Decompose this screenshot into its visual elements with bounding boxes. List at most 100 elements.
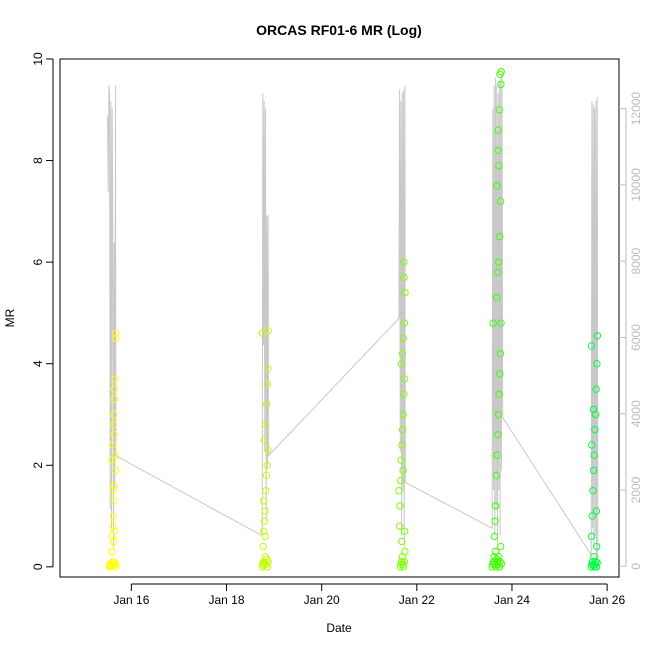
mr-point — [264, 558, 272, 566]
y-tick-label: 6 — [31, 258, 45, 265]
mr-point — [495, 106, 503, 114]
x-tick-label: Jan 16 — [113, 593, 149, 607]
mr-point — [398, 349, 407, 358]
mr-point — [493, 182, 501, 190]
mr-point — [260, 436, 269, 444]
mr-point — [593, 332, 602, 340]
mr-point — [495, 161, 503, 170]
mr-point — [109, 420, 118, 429]
mr-point — [497, 560, 506, 568]
y-tick-label: 4 — [31, 360, 45, 367]
y-tick-label: 0 — [31, 563, 45, 570]
y-tick-label: 10 — [31, 52, 45, 66]
mr-point — [396, 476, 405, 485]
mr-point — [401, 527, 409, 535]
mr-point — [111, 451, 120, 459]
mr-point — [589, 405, 598, 414]
mr-point — [399, 563, 408, 571]
mr-point — [259, 542, 267, 551]
mr-point — [109, 522, 117, 530]
mr-point — [494, 431, 502, 439]
mr-point — [497, 542, 505, 551]
x-axis-label: Date — [326, 621, 352, 635]
plot-frame — [59, 58, 620, 578]
mr-point — [263, 380, 272, 388]
mr-point — [264, 365, 272, 373]
mr-point — [590, 552, 598, 561]
mr-point — [497, 80, 505, 89]
x-tick-label: Jan 18 — [208, 593, 244, 607]
x-tick-label: Jan 26 — [589, 593, 625, 607]
mr-point — [112, 560, 120, 568]
mr-point — [110, 481, 118, 490]
mr-point — [593, 360, 601, 368]
mr-point — [111, 563, 120, 571]
axes-layer: 0 2 4 6 8 10 0 2000 4000 6000 8000 10000 12000 Jan 16… — [31, 52, 643, 607]
y-tick-label: 8 — [31, 157, 45, 164]
mr-point — [494, 126, 502, 134]
mr-point — [109, 537, 118, 546]
mr-point — [262, 471, 271, 480]
mr-point — [260, 517, 269, 525]
mr-point — [400, 558, 408, 566]
mr-point — [109, 512, 117, 520]
mr-point — [110, 410, 118, 419]
y2-tick-label: 10000 — [629, 168, 643, 202]
mr-point — [109, 441, 117, 449]
x-tick-label: Jan 22 — [399, 593, 435, 607]
mr-point — [395, 522, 404, 530]
mr-point — [495, 552, 503, 561]
mr-point — [589, 466, 598, 475]
x-tick-label: Jan 24 — [494, 593, 530, 607]
y2-tick-label: 12000 — [629, 92, 643, 126]
mr-point — [395, 486, 403, 495]
mr-point — [496, 197, 505, 205]
mr-point — [588, 441, 596, 449]
mr-point — [491, 517, 499, 525]
mr-point — [110, 497, 118, 505]
mr-point — [263, 461, 271, 469]
mr-point — [592, 507, 601, 515]
mr-point — [490, 532, 499, 541]
mr-point — [397, 456, 405, 464]
mr-point — [592, 558, 600, 566]
chart-title: ORCAS RF01-6 MR (Log) — [256, 22, 422, 38]
mr-point — [264, 327, 272, 335]
mr-point — [493, 451, 501, 459]
mr-point — [261, 507, 269, 515]
mr-point — [399, 466, 407, 475]
mr-point — [261, 532, 269, 541]
mr-point — [492, 502, 500, 510]
mr-point — [109, 486, 117, 495]
mr-point — [399, 410, 407, 419]
y2-tick-label: 8000 — [629, 247, 643, 274]
mr-point — [588, 558, 597, 566]
mr-point — [497, 319, 505, 327]
mr-point — [496, 558, 504, 566]
y2-tick-label: 6000 — [629, 324, 643, 351]
mr-point — [400, 319, 409, 327]
mr-point — [492, 471, 501, 480]
mr-point — [398, 441, 406, 449]
mr-point — [592, 385, 600, 393]
mr-point — [262, 486, 270, 495]
mr-point — [593, 542, 601, 551]
mr-point — [108, 547, 116, 556]
mr-point — [263, 563, 272, 571]
secondary-series-line — [107, 74, 599, 563]
mr-point — [490, 552, 498, 561]
mr-point — [494, 146, 502, 155]
mr-point — [398, 537, 406, 546]
mr-point — [493, 268, 502, 276]
mr-point — [492, 293, 501, 302]
mr-point — [398, 426, 407, 434]
x-tick-label: Jan 20 — [304, 593, 340, 607]
mr-point — [396, 502, 404, 510]
mr-point — [400, 375, 409, 383]
mr-point — [108, 456, 116, 464]
mr-point — [400, 390, 408, 398]
mr-point — [110, 395, 119, 403]
mr-point — [111, 334, 120, 343]
